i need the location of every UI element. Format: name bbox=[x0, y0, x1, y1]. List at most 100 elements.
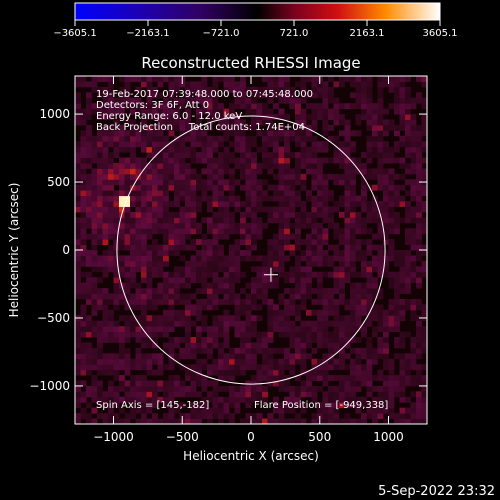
heatmap-cell bbox=[185, 81, 191, 88]
heatmap-cell bbox=[223, 184, 230, 191]
heatmap-cell bbox=[152, 222, 158, 229]
heatmap-cell bbox=[201, 103, 208, 110]
heatmap-cell bbox=[86, 157, 92, 164]
heatmap-cell bbox=[399, 195, 406, 202]
heatmap-cell bbox=[322, 124, 329, 131]
heatmap-cell bbox=[344, 184, 351, 191]
heatmap-cell bbox=[240, 309, 246, 316]
heatmap-cell bbox=[322, 206, 329, 213]
heatmap-cell bbox=[416, 331, 422, 338]
heatmap-cell bbox=[102, 168, 109, 175]
heatmap-cell bbox=[372, 396, 378, 403]
heatmap-cell bbox=[229, 250, 235, 256]
heatmap-cell bbox=[410, 418, 417, 424]
heatmap-cell bbox=[190, 184, 197, 191]
heatmap-cell bbox=[240, 157, 246, 164]
heatmap-cell bbox=[223, 369, 230, 376]
heatmap-cell bbox=[366, 358, 373, 365]
heatmap-cell bbox=[366, 304, 373, 311]
heatmap-cell bbox=[190, 385, 197, 392]
heatmap-cell bbox=[108, 135, 114, 142]
heatmap-cell bbox=[152, 76, 158, 82]
heatmap-cell bbox=[163, 309, 169, 316]
heatmap-cell bbox=[256, 130, 263, 137]
heatmap-cell bbox=[174, 380, 180, 387]
heatmap-cell bbox=[130, 103, 136, 110]
heatmap-cell bbox=[146, 76, 153, 82]
heatmap-cell bbox=[168, 141, 175, 148]
heatmap-cell bbox=[119, 337, 125, 343]
heatmap-cell bbox=[273, 157, 279, 164]
heatmap-cell bbox=[410, 114, 417, 120]
heatmap-cell bbox=[245, 353, 252, 360]
heatmap-cell bbox=[267, 255, 274, 262]
heatmap-cell bbox=[416, 152, 422, 159]
heatmap-cell bbox=[339, 179, 345, 186]
heatmap-cell bbox=[190, 157, 197, 164]
heatmap-cell bbox=[328, 255, 334, 262]
heatmap-cell bbox=[207, 217, 213, 224]
heatmap-cell bbox=[119, 97, 125, 104]
heatmap-cell bbox=[223, 298, 230, 305]
heatmap-cell bbox=[124, 206, 131, 213]
heatmap-cell bbox=[289, 195, 296, 202]
heatmap-cell bbox=[201, 320, 208, 327]
heatmap-cell bbox=[152, 353, 158, 360]
heatmap-cell bbox=[146, 195, 153, 202]
heatmap-cell bbox=[295, 260, 301, 267]
heatmap-cell bbox=[196, 266, 202, 273]
heatmap-cell bbox=[152, 391, 158, 398]
heatmap-cell bbox=[350, 228, 356, 235]
heatmap-cell bbox=[295, 152, 301, 159]
heatmap-cell bbox=[201, 358, 208, 365]
heatmap-cell bbox=[201, 239, 208, 246]
heatmap-cell bbox=[124, 391, 131, 398]
heatmap-cell bbox=[410, 124, 417, 131]
heatmap-cell bbox=[300, 288, 307, 294]
heatmap-cell bbox=[212, 266, 219, 273]
heatmap-cell bbox=[306, 293, 312, 300]
heatmap-cell bbox=[163, 380, 169, 387]
heatmap-cell bbox=[212, 211, 219, 218]
heatmap-cell bbox=[300, 255, 307, 262]
heatmap-cell bbox=[267, 326, 274, 333]
heatmap-cell bbox=[388, 244, 395, 251]
heatmap-cell bbox=[174, 97, 180, 104]
heatmap-cell bbox=[383, 347, 389, 354]
annotation-time-range: 19-Feb-2017 07:39:48.000 to 07:45:48.000 bbox=[96, 89, 313, 100]
heatmap-cell bbox=[339, 353, 345, 360]
heatmap-cell bbox=[361, 288, 367, 294]
heatmap-cell bbox=[234, 244, 241, 251]
heatmap-cell bbox=[256, 217, 263, 224]
heatmap-cell bbox=[377, 260, 384, 267]
heatmap-cell bbox=[218, 152, 224, 159]
heatmap-cell bbox=[317, 146, 323, 153]
heatmap-cell bbox=[355, 244, 362, 251]
heatmap-cell bbox=[80, 260, 87, 267]
heatmap-cell bbox=[322, 315, 329, 322]
heatmap-cell bbox=[163, 288, 169, 294]
heatmap-cell bbox=[289, 179, 296, 186]
heatmap-cell bbox=[311, 228, 318, 235]
heatmap-cell bbox=[201, 250, 208, 256]
heatmap-cell bbox=[124, 190, 131, 197]
heatmap-cell bbox=[141, 211, 147, 218]
heatmap-cell bbox=[218, 266, 224, 273]
heatmap-cell bbox=[306, 130, 312, 137]
heatmap-cell bbox=[146, 86, 153, 93]
heatmap-cell bbox=[377, 315, 384, 322]
heatmap-cell bbox=[311, 206, 318, 213]
heatmap-cell bbox=[366, 402, 373, 409]
heatmap-cell bbox=[377, 114, 384, 120]
heatmap-cell bbox=[300, 342, 307, 349]
heatmap-cell bbox=[405, 92, 411, 99]
heatmap-cell bbox=[124, 163, 131, 169]
heatmap-cell bbox=[278, 271, 285, 278]
heatmap-cell bbox=[333, 385, 340, 392]
heatmap-cell bbox=[267, 130, 274, 137]
heatmap-cell bbox=[163, 239, 169, 246]
heatmap-cell bbox=[218, 163, 224, 169]
heatmap-cell bbox=[157, 184, 164, 191]
heatmap-cell bbox=[196, 92, 202, 99]
heatmap-cell bbox=[108, 260, 114, 267]
